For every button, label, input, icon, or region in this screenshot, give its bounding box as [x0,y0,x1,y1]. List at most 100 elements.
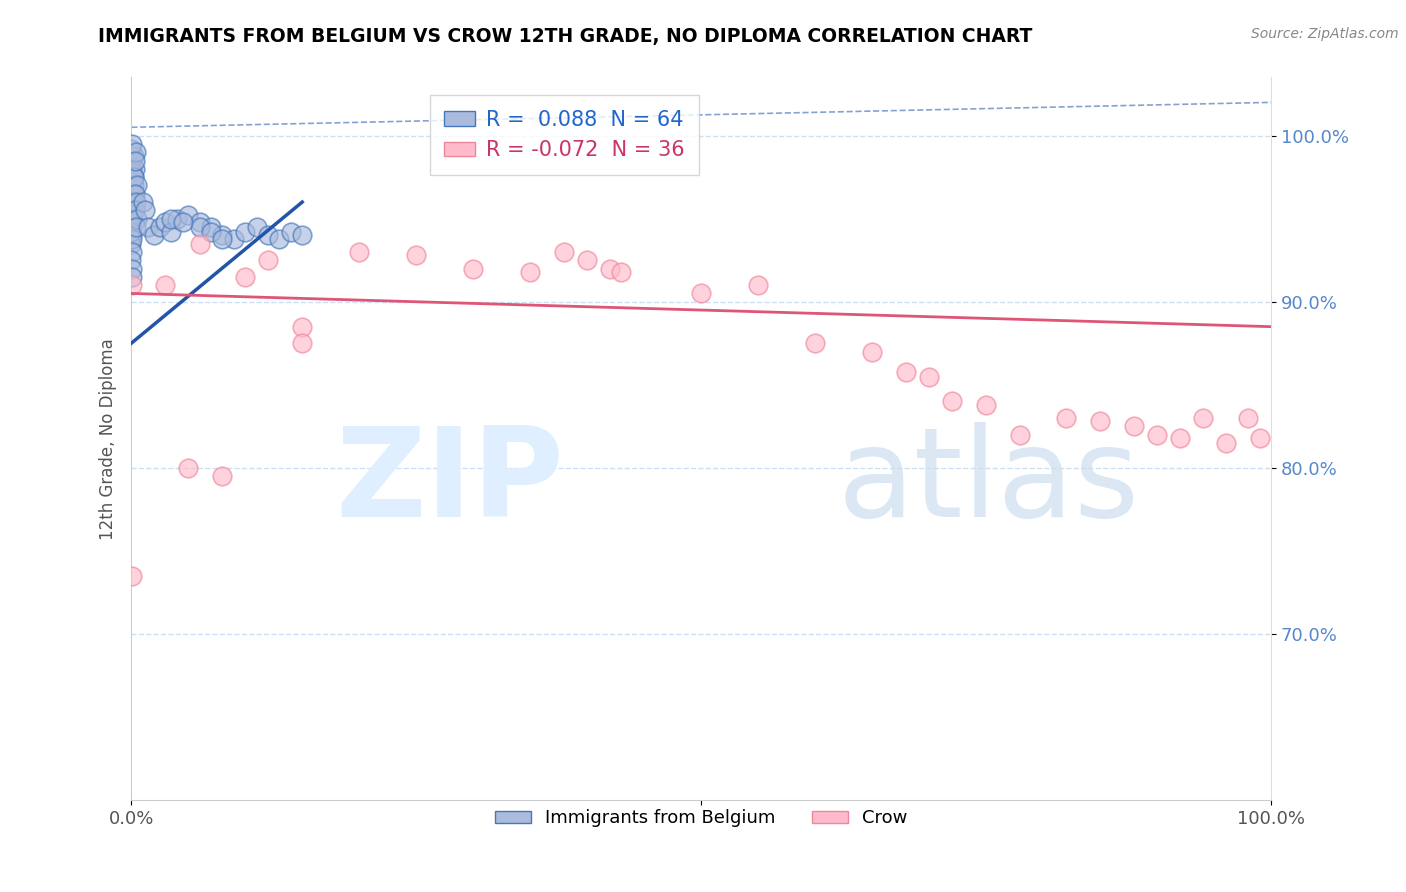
Point [553,244,575,259]
Point [177,461,200,475]
Point [121,232,143,246]
Point [200,225,222,239]
Point [200,219,222,234]
Point [121,244,143,259]
Point [143,228,166,243]
Point [120,198,142,212]
Point [211,469,233,483]
Point [125,195,148,210]
Point [1191,411,1213,425]
Text: atlas: atlas [838,422,1140,542]
Text: Source: ZipAtlas.com: Source: ZipAtlas.com [1251,27,1399,41]
Point [1249,431,1271,445]
Point [121,228,143,243]
Point [599,261,621,276]
Point [134,203,156,218]
Point [188,215,211,229]
Point [125,211,148,226]
Point [291,336,314,351]
Point [1168,431,1191,445]
Point [804,336,827,351]
Point [160,225,183,239]
Point [246,219,269,234]
Point [125,178,148,193]
Point [610,265,633,279]
Point [1215,436,1237,450]
Point [121,175,143,189]
Point [120,236,142,251]
Point [121,208,143,222]
Point [155,278,177,293]
Point [222,232,245,246]
Point [405,248,427,262]
Point [120,178,142,193]
Point [121,186,143,201]
Point [463,261,485,276]
Point [974,398,997,412]
Point [121,195,143,210]
Point [120,215,142,229]
Point [124,153,146,168]
Point [280,225,302,239]
Point [166,211,188,226]
Point [1088,414,1111,428]
Point [121,261,143,276]
Point [120,182,142,196]
Point [138,219,160,234]
Point [257,253,280,268]
Point [121,165,143,179]
Point [120,153,142,168]
Point [120,142,142,156]
Point [576,253,599,268]
Text: IMMIGRANTS FROM BELGIUM VS CROW 12TH GRADE, NO DIPLOMA CORRELATION CHART: IMMIGRANTS FROM BELGIUM VS CROW 12TH GRA… [98,27,1033,45]
Point [918,369,941,384]
Point [941,394,963,409]
Point [233,269,256,284]
Point [124,186,146,201]
Point [121,203,143,218]
Point [121,161,143,176]
Point [121,170,143,185]
Point [122,178,145,193]
Point [860,344,883,359]
Point [291,228,314,243]
Point [347,244,370,259]
Point [121,569,143,583]
Point [124,161,146,176]
Point [120,192,142,206]
Point [120,225,142,239]
Point [124,203,146,218]
Point [160,211,183,226]
Point [155,215,177,229]
Point [269,232,291,246]
Point [122,148,145,162]
Point [233,225,256,239]
Point [172,215,194,229]
Point [896,365,918,379]
Point [125,145,148,160]
Point [211,228,233,243]
Point [121,269,143,284]
Point [122,170,145,185]
Point [121,219,143,234]
Point [1123,419,1146,434]
Text: ZIP: ZIP [336,422,564,542]
Point [149,219,172,234]
Point [519,265,541,279]
Y-axis label: 12th Grade, No Diploma: 12th Grade, No Diploma [100,338,117,540]
Point [188,219,211,234]
Point [257,228,280,243]
Point [177,208,200,222]
Point [690,286,713,301]
Point [188,236,211,251]
Point [122,170,145,185]
Legend: Immigrants from Belgium, Crow: Immigrants from Belgium, Crow [488,802,915,835]
Point [291,319,314,334]
Point [122,186,145,201]
Point [1054,411,1077,425]
Point [121,278,143,293]
Point [1010,427,1032,442]
Point [120,253,142,268]
Point [211,232,233,246]
Point [747,278,769,293]
